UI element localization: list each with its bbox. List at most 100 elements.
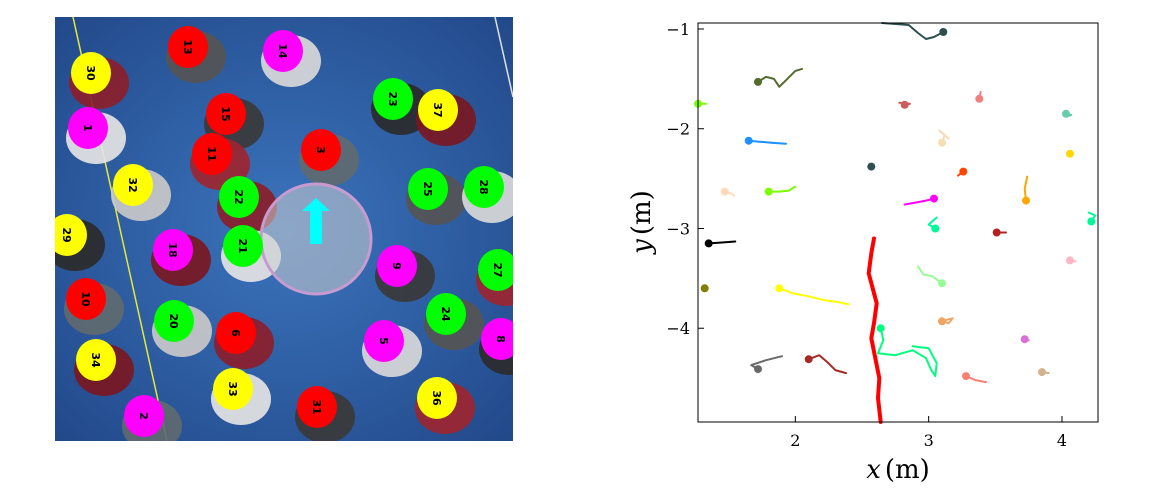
trajectory-start-point-9: [1066, 149, 1074, 158]
person-label: 30: [71, 52, 111, 94]
person-marker: [55, 214, 87, 256]
trajectory-line-7: [747, 139, 787, 145]
person-id-label: 14: [276, 43, 289, 59]
person-marker: [364, 320, 404, 362]
person-marker: [113, 164, 153, 206]
person-marker: [223, 225, 263, 267]
person-marker: [408, 168, 448, 210]
y-tick-label: −3: [666, 219, 690, 238]
trajectory-start-point-7: [744, 136, 753, 145]
person-label: 22: [219, 176, 259, 218]
person-marker: [124, 395, 164, 437]
person-label: 36: [417, 377, 457, 419]
trajectory-start-point-27: [754, 365, 762, 374]
person-label: 34: [76, 339, 116, 381]
trajectory-plot: 2 3 4 −1 −2 −3 −4 x (m) y(m): [620, 0, 1159, 485]
trajectory-start-point-22: [700, 284, 709, 293]
person-label: 10: [66, 278, 106, 320]
person-id-label: 9: [390, 262, 403, 270]
person-id-label: 18: [166, 242, 179, 257]
person-id-label: 15: [219, 106, 232, 121]
person-marker: [206, 93, 246, 135]
person-id-label: 28: [477, 179, 490, 194]
person-id-label: 30: [84, 65, 97, 81]
person-label: 5: [364, 320, 404, 362]
person-id-label: 37: [431, 102, 444, 117]
person-marker: [192, 133, 232, 175]
person-marker: [219, 176, 259, 218]
y-axis-label: y(m): [627, 190, 657, 255]
trajectory-start-point-26: [1020, 335, 1029, 344]
person-marker: [301, 129, 341, 171]
person-id-label: 34: [89, 352, 102, 368]
plot-area: [698, 23, 1098, 422]
y-tick-label: −4: [666, 319, 690, 338]
person-label: 32: [113, 164, 153, 206]
trajectories: [694, 22, 1097, 424]
trajectory-start-point-13: [720, 187, 729, 196]
trajectory-start-point-12: [1022, 196, 1030, 205]
person-marker: [478, 249, 513, 291]
trajectory-line-25: [877, 327, 938, 378]
person-label: 20: [154, 300, 194, 342]
trajectory-start-point-16: [1087, 217, 1096, 226]
person-marker: [417, 377, 457, 419]
person-label: 8: [481, 318, 513, 360]
person-id-label: 10: [79, 291, 92, 307]
person-marker: [481, 318, 513, 360]
person-marker: [168, 26, 208, 68]
person-id-label: 21: [236, 238, 249, 253]
trajectory-start-point-15: [930, 194, 938, 203]
y-ticks: −1 −2 −3 −4: [666, 20, 704, 338]
person-marker: [263, 30, 303, 72]
person-label: 18: [153, 229, 193, 271]
person-id-label: 33: [226, 381, 239, 396]
person-label: 21: [223, 225, 263, 267]
trajectory-start-point-18: [704, 239, 713, 248]
person-label: 15: [206, 93, 246, 135]
trajectory-start-point-2: [754, 77, 762, 86]
person-marker: [71, 52, 111, 94]
person-marker: [418, 89, 458, 131]
person-label: 14: [263, 30, 303, 72]
trajectory-line-23: [778, 287, 850, 306]
plot-svg: 2 3 4 −1 −2 −3 −4 x (m) y(m): [627, 20, 1099, 485]
person-label: 23: [373, 78, 413, 120]
person-label: 33: [213, 368, 253, 410]
x-tick-label: 2: [790, 431, 800, 450]
trajectory-start-point-23: [775, 284, 784, 293]
trajectory-line-12: [1023, 175, 1029, 202]
trajectory-line-14: [767, 185, 797, 193]
trajectory-line-0: [866, 236, 883, 424]
trajectory-line-18: [707, 240, 737, 245]
person-id-label: 31: [310, 399, 323, 414]
x-axis-label: x (m): [866, 455, 930, 484]
trajectory-start-point-10: [867, 162, 876, 171]
person-id-label: 25: [421, 181, 434, 196]
person-marker: [66, 278, 106, 320]
person-label: 24: [426, 293, 466, 335]
trajectory-start-point-14: [764, 187, 773, 196]
person-label: 37: [418, 89, 458, 131]
plot-frame: [697, 22, 1099, 423]
trajectory-line-2: [757, 67, 803, 88]
person-id-label: 36: [430, 390, 443, 406]
person-id-label: 23: [386, 91, 399, 106]
person-marker: [297, 386, 337, 428]
crowd-camera-view: 30 13 14 23 37 1 15 11 3 32 22 25 28 29 18 21 9 27 10 20 6 24…: [55, 17, 513, 441]
person-id-label: 11: [205, 146, 218, 161]
person-marker: [464, 166, 504, 208]
person-id-label: 8: [494, 335, 507, 343]
trajectory-start-point-8: [938, 138, 946, 147]
person-label: 1: [68, 107, 108, 149]
person-label: 6: [216, 312, 256, 354]
person-label: 27: [478, 249, 513, 291]
person-label: 11: [192, 133, 232, 175]
trajectory-start-point-29: [962, 372, 970, 381]
trajectory-start-point-28: [804, 355, 813, 364]
person-id-label: 24: [439, 306, 452, 322]
person-id-label: 20: [167, 313, 180, 329]
person-id-label: 13: [181, 39, 194, 54]
trajectory-start-point-17: [931, 224, 940, 233]
